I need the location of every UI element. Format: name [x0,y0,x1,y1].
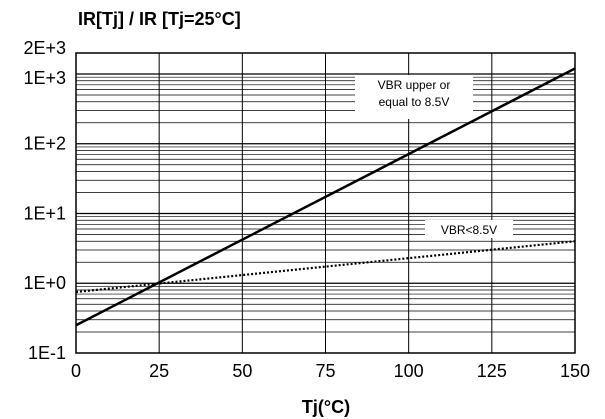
x-tick-label: 100 [394,361,424,381]
series-line-1 [75,240,576,294]
y-tick-label: 1E+1 [23,203,66,223]
y-tick-label: 2E+3 [23,38,66,58]
x-tick-label: 50 [232,361,252,381]
series-label-box [425,220,513,238]
y-tick-label: 1E+0 [23,273,66,293]
y-axis-ticks: 1E-1 1E+0 1E+1 1E+2 1E+3 2E+3 [23,38,66,363]
series-label-box [355,75,473,119]
x-tick-label: 75 [315,361,335,381]
series-line-0 [75,67,576,327]
x-tick-label: 125 [477,361,507,381]
y-tick-label: 1E+3 [23,68,66,88]
y-tick-label: 1E-1 [28,343,66,363]
series-label: VBR upper or [378,78,451,92]
series-label: equal to 8.5V [379,95,450,109]
annotations-group: VBR upper or equal to 8.5V VBR<8.5V [355,75,513,238]
x-axis-ticks: 0 25 50 75 100 125 150 [71,361,590,381]
x-tick-label: 25 [149,361,169,381]
x-tick-label: 0 [71,361,81,381]
y-tick-label: 1E+2 [23,134,66,154]
grid [76,53,575,353]
plot-area-frame [75,52,576,354]
x-tick-label: 150 [560,361,590,381]
series-group [75,67,576,327]
chart-title: IR[Tj] / IR [Tj=25°C] [78,9,241,29]
x-axis-label: Tj(°C) [302,397,350,417]
series-label: VBR<8.5V [441,223,497,237]
